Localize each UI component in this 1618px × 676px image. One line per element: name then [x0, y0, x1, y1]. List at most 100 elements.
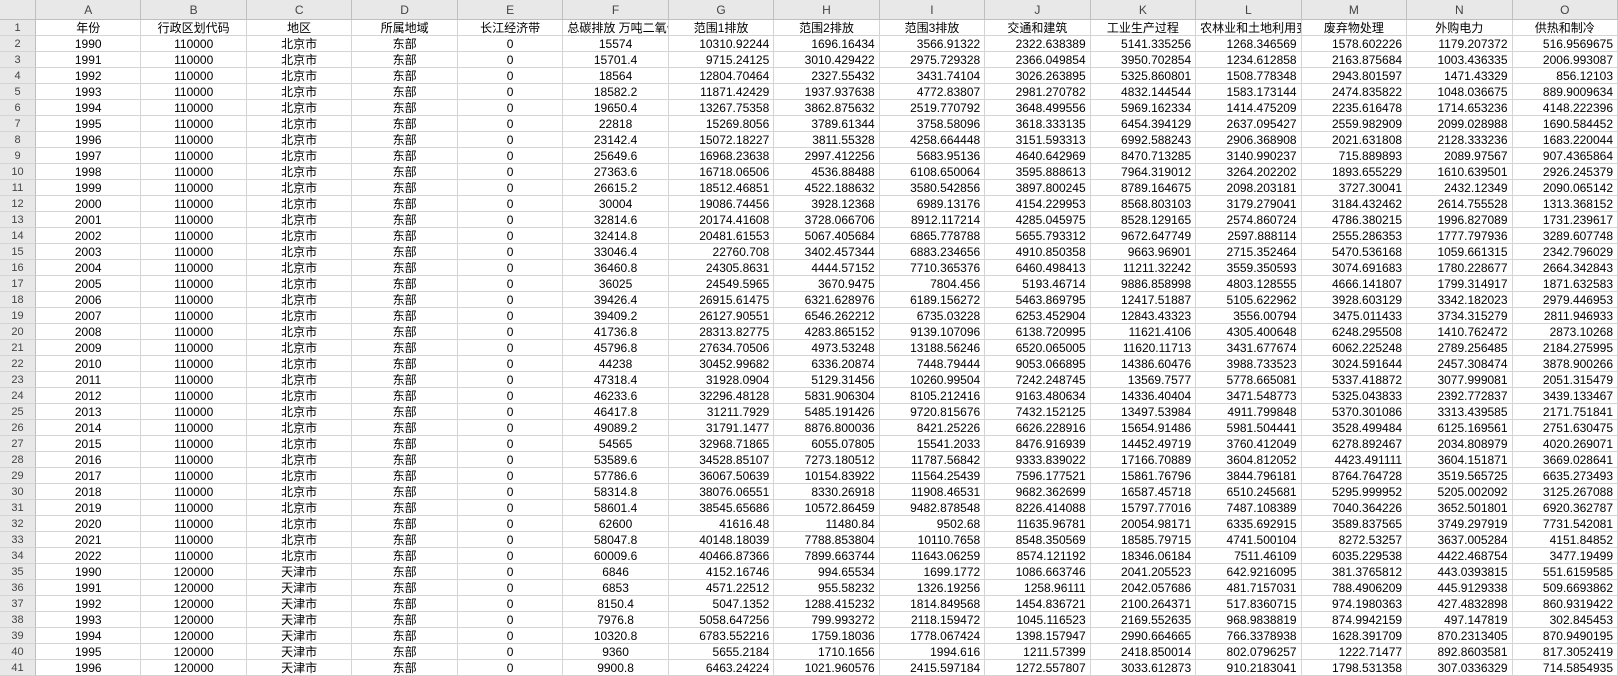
row-header-40[interactable]: 40 [0, 644, 36, 660]
cell[interactable]: 38076.06551 [669, 484, 774, 500]
cell[interactable]: 1798.531358 [1302, 660, 1407, 676]
cell[interactable]: 3844.796181 [1196, 468, 1301, 484]
col-header-F[interactable]: F [563, 0, 668, 20]
row-header-35[interactable]: 35 [0, 564, 36, 580]
cell[interactable]: 2163.875684 [1302, 52, 1407, 68]
cell[interactable]: 2366.049854 [985, 52, 1090, 68]
cell[interactable]: 3528.499484 [1302, 420, 1407, 436]
cell[interactable]: 6062.225248 [1302, 340, 1407, 356]
col-header-G[interactable]: G [669, 0, 774, 20]
header-cell[interactable]: 范围2排放 [774, 20, 879, 36]
cell[interactable]: 8421.25226 [880, 420, 985, 436]
cell[interactable]: 东部 [352, 212, 457, 228]
col-header-A[interactable]: A [36, 0, 141, 20]
cell[interactable]: 26127.90551 [669, 308, 774, 324]
cell[interactable]: 5105.622962 [1196, 292, 1301, 308]
cell[interactable]: 4305.400648 [1196, 324, 1301, 340]
cell[interactable]: 北京市 [247, 196, 352, 212]
cell[interactable]: 1814.849568 [880, 596, 985, 612]
cell[interactable]: 3928.603129 [1302, 292, 1407, 308]
cell[interactable]: 799.993272 [774, 612, 879, 628]
cell[interactable]: 3477.19499 [1513, 548, 1618, 564]
cell[interactable]: 北京市 [247, 516, 352, 532]
cell[interactable]: 1990 [36, 36, 141, 52]
cell[interactable]: 东部 [352, 436, 457, 452]
cell[interactable]: 13497.53984 [1091, 404, 1196, 420]
cell[interactable]: 110000 [141, 228, 246, 244]
cell[interactable]: 7242.248745 [985, 372, 1090, 388]
cell[interactable]: 3556.00794 [1196, 308, 1301, 324]
cell[interactable]: 2614.755528 [1407, 196, 1512, 212]
cell[interactable]: 5470.536168 [1302, 244, 1407, 260]
cell[interactable]: 8272.53257 [1302, 532, 1407, 548]
cell[interactable]: 8764.764728 [1302, 468, 1407, 484]
cell[interactable]: 3264.202202 [1196, 164, 1301, 180]
cell[interactable]: 东部 [352, 628, 457, 644]
cell[interactable]: 1997 [36, 148, 141, 164]
cell[interactable]: 2171.751841 [1513, 404, 1618, 420]
cell[interactable]: 9720.815676 [880, 404, 985, 420]
cell[interactable]: 715.889893 [1302, 148, 1407, 164]
cell[interactable]: 907.4365864 [1513, 148, 1618, 164]
cell[interactable]: 1086.663746 [985, 564, 1090, 580]
cell[interactable]: 6278.892467 [1302, 436, 1407, 452]
row-header-34[interactable]: 34 [0, 548, 36, 564]
cell[interactable]: 东部 [352, 532, 457, 548]
cell[interactable]: 东部 [352, 260, 457, 276]
cell[interactable]: 3595.888613 [985, 164, 1090, 180]
cell[interactable]: 4285.045975 [985, 212, 1090, 228]
cell[interactable]: 2089.97567 [1407, 148, 1512, 164]
cell[interactable]: 东部 [352, 276, 457, 292]
cell[interactable]: 110000 [141, 500, 246, 516]
cell[interactable]: 2555.286353 [1302, 228, 1407, 244]
cell[interactable]: 10154.83922 [774, 468, 879, 484]
row-header-22[interactable]: 22 [0, 356, 36, 372]
cell[interactable]: 北京市 [247, 180, 352, 196]
cell[interactable]: 0 [458, 324, 563, 340]
cell[interactable]: 307.0336329 [1407, 660, 1512, 676]
cell[interactable]: 2009 [36, 340, 141, 356]
cell[interactable]: 110000 [141, 68, 246, 84]
cell[interactable]: 4283.865152 [774, 324, 879, 340]
cell[interactable]: 2519.770792 [880, 100, 985, 116]
cell[interactable]: 0 [458, 420, 563, 436]
cell[interactable]: 1759.18036 [774, 628, 879, 644]
cell[interactable]: 北京市 [247, 260, 352, 276]
cell[interactable]: 110000 [141, 404, 246, 420]
cell[interactable]: 0 [458, 84, 563, 100]
cell[interactable]: 16968.23638 [669, 148, 774, 164]
cell[interactable]: 东部 [352, 420, 457, 436]
cell[interactable]: 东部 [352, 388, 457, 404]
cell[interactable]: 860.9319422 [1513, 596, 1618, 612]
cell[interactable]: 58314.8 [563, 484, 668, 500]
cell[interactable]: 2099.028988 [1407, 116, 1512, 132]
cell[interactable]: 1994 [36, 100, 141, 116]
cell[interactable]: 110000 [141, 276, 246, 292]
cell[interactable]: 1222.71477 [1302, 644, 1407, 660]
cell[interactable]: 3184.432462 [1302, 196, 1407, 212]
cell[interactable]: 3010.429422 [774, 52, 879, 68]
cell[interactable]: 7731.542081 [1513, 516, 1618, 532]
cell[interactable]: 3033.612873 [1091, 660, 1196, 676]
cell[interactable]: 110000 [141, 52, 246, 68]
cell[interactable]: 2019 [36, 500, 141, 516]
cell[interactable]: 11908.46531 [880, 484, 985, 500]
col-header-N[interactable]: N [1407, 0, 1512, 20]
col-header-B[interactable]: B [141, 0, 246, 20]
cell[interactable]: 2342.796029 [1513, 244, 1618, 260]
cell[interactable]: 2003 [36, 244, 141, 260]
cell[interactable]: 509.6693862 [1513, 580, 1618, 596]
cell[interactable]: 北京市 [247, 84, 352, 100]
cell[interactable]: 3727.30041 [1302, 180, 1407, 196]
cell[interactable]: 766.3378938 [1196, 628, 1301, 644]
cell[interactable]: 0 [458, 340, 563, 356]
cell[interactable]: 8548.350569 [985, 532, 1090, 548]
cell[interactable]: 3431.677674 [1196, 340, 1301, 356]
cell[interactable]: 0 [458, 596, 563, 612]
cell[interactable]: 东部 [352, 164, 457, 180]
cell[interactable]: 20054.98171 [1091, 516, 1196, 532]
cell[interactable]: 3125.267088 [1513, 484, 1618, 500]
cell[interactable]: 2997.412256 [774, 148, 879, 164]
cell[interactable]: 19650.4 [563, 100, 668, 116]
cell[interactable]: 6248.295508 [1302, 324, 1407, 340]
